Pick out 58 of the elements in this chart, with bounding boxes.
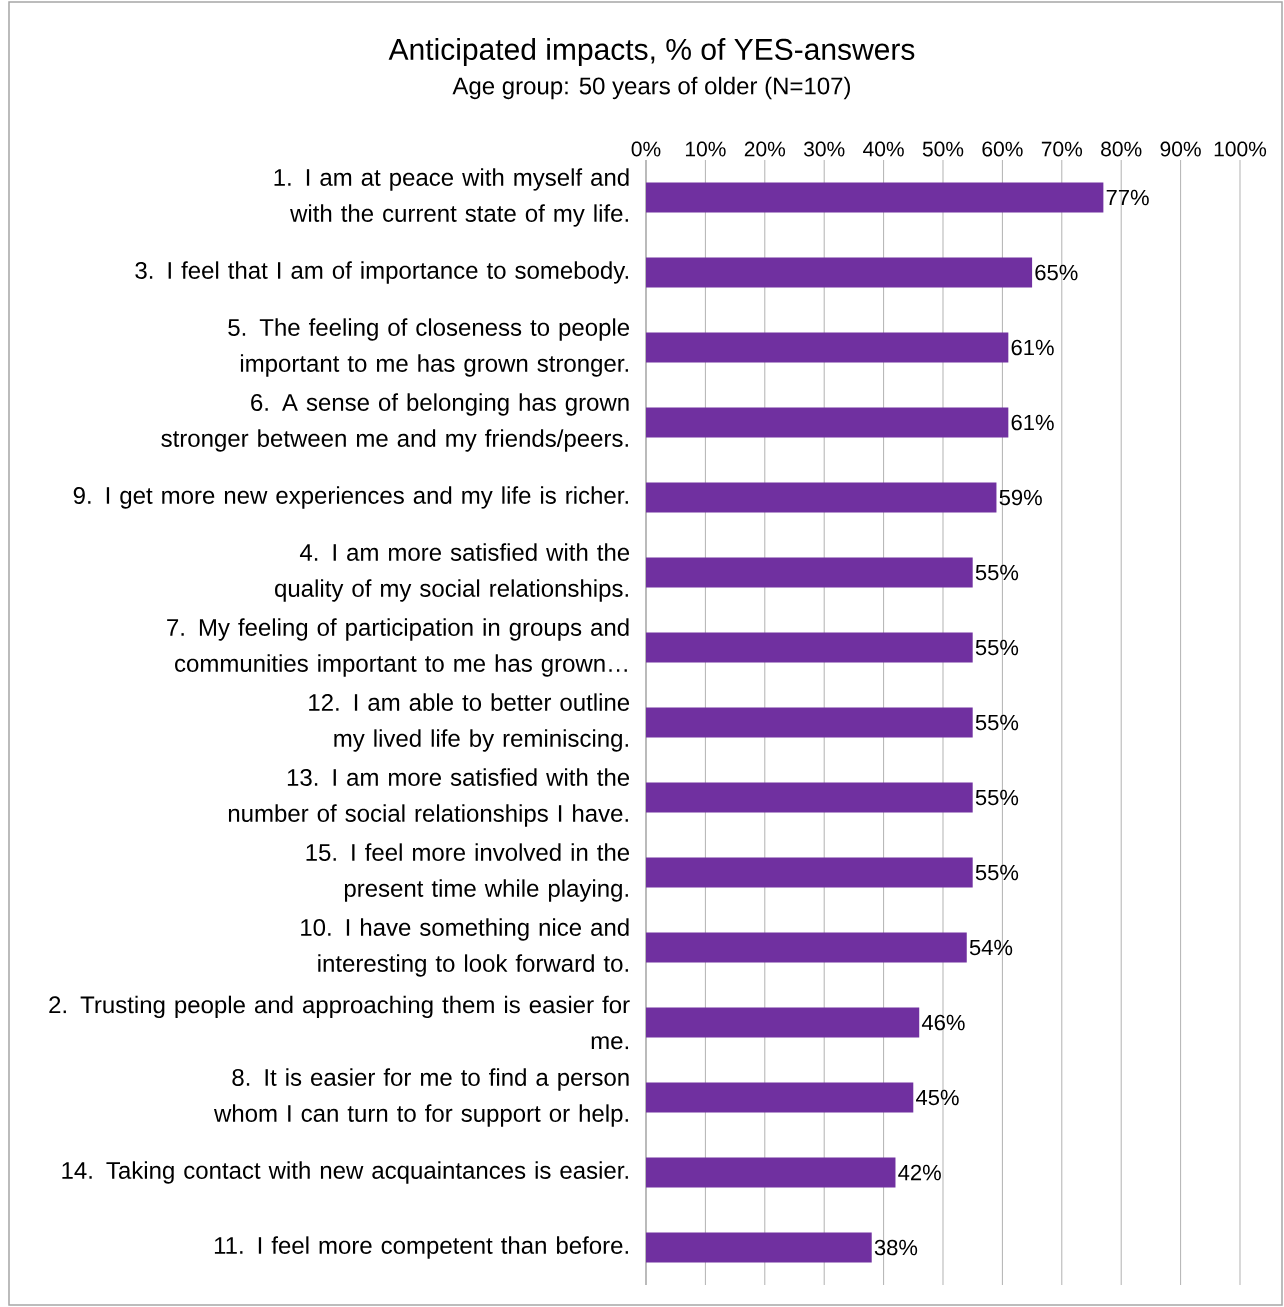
y-tick-label: 7. My feeling of participation in groups and communities important to me has grown… (167, 618, 629, 677)
y-tick-label: 5. The feeling of closeness to people important to me has grown stronger. (228, 318, 630, 377)
bar (646, 1232, 872, 1263)
y-tick-label: 2. Trusting people and approaching them is easier for me. (49, 995, 630, 1050)
data-label: 61% (1011, 339, 1054, 356)
x-tick-label: 20% (744, 141, 786, 157)
x-tick-label: 60% (982, 141, 1023, 157)
bar (646, 407, 1009, 438)
y-tick-label: 10. I have something nice and interesting to look forward to. (301, 918, 629, 977)
data-label: 77% (1106, 189, 1149, 206)
y-tick-label: 3. I feel that I am of importance to somebody. (135, 261, 628, 284)
bar (646, 332, 1009, 363)
bar (646, 707, 973, 738)
data-label: 38% (874, 1239, 918, 1256)
bar (646, 932, 967, 963)
bar (646, 482, 997, 513)
data-label: 54% (969, 939, 1013, 956)
x-tick-label: 30% (803, 141, 845, 157)
y-tick-label: 15. I feel more involved in the present time while playing. (306, 843, 630, 902)
bar (646, 182, 1104, 213)
x-tick-label: 0% (631, 141, 661, 157)
chart-title: Anticipated impacts, % of YES-answers (388, 38, 915, 66)
data-label: 55% (975, 789, 1019, 806)
x-tick-label: 10% (685, 141, 726, 157)
data-label: 45% (916, 1089, 959, 1106)
y-tick-label: 4. I am more satisfied with the quality of my social relationships. (275, 543, 630, 602)
x-tick-label: 40% (863, 141, 904, 157)
y-tick-label: 11. I feel more competent than before. (214, 1236, 628, 1259)
bar (646, 782, 973, 813)
data-label: 55% (975, 714, 1019, 731)
y-tick-label: 1. I am at peace with myself and with the current state of my life. (274, 168, 629, 227)
x-tick-label: 90% (1160, 141, 1201, 157)
y-tick-label: 8. It is easier for me to find a person whom I can turn to for support or help. (213, 1068, 629, 1127)
x-tick-label: 50% (922, 141, 964, 157)
y-tick-label: 14. Taking contact with new acquaintances is easier. (62, 1161, 628, 1184)
y-tick-label: 6. A sense of belonging has grown stronger between me and my friends/peers. (161, 393, 629, 452)
bar (646, 257, 1033, 288)
bar (646, 1007, 920, 1038)
data-label: 55% (975, 639, 1019, 656)
data-label: 65% (1035, 264, 1078, 281)
bar (646, 1157, 896, 1188)
bar (646, 557, 973, 588)
x-tick-label: 70% (1041, 141, 1083, 157)
data-label: 55% (975, 864, 1019, 881)
data-label: 61% (1011, 414, 1054, 431)
x-tick-label: 80% (1101, 141, 1142, 157)
data-label: 55% (975, 564, 1019, 581)
bar (646, 1082, 914, 1113)
bar (646, 857, 973, 888)
data-label: 59% (999, 489, 1042, 506)
chart-subtitle: Age group: 50 years of older (N=107) (452, 76, 850, 100)
data-label: 46% (921, 1014, 965, 1031)
y-tick-label: 12. I am able to better outline my lived life by reminiscing. (309, 693, 630, 752)
y-tick-label: 13. I am more satisfied with the number of social relationships I have. (228, 768, 630, 827)
y-tick-label: 9. I get more new experiences and my life is richer. (73, 486, 628, 509)
data-label: 42% (898, 1164, 941, 1181)
bar (646, 632, 973, 663)
x-tick-label: 100% (1214, 141, 1267, 157)
